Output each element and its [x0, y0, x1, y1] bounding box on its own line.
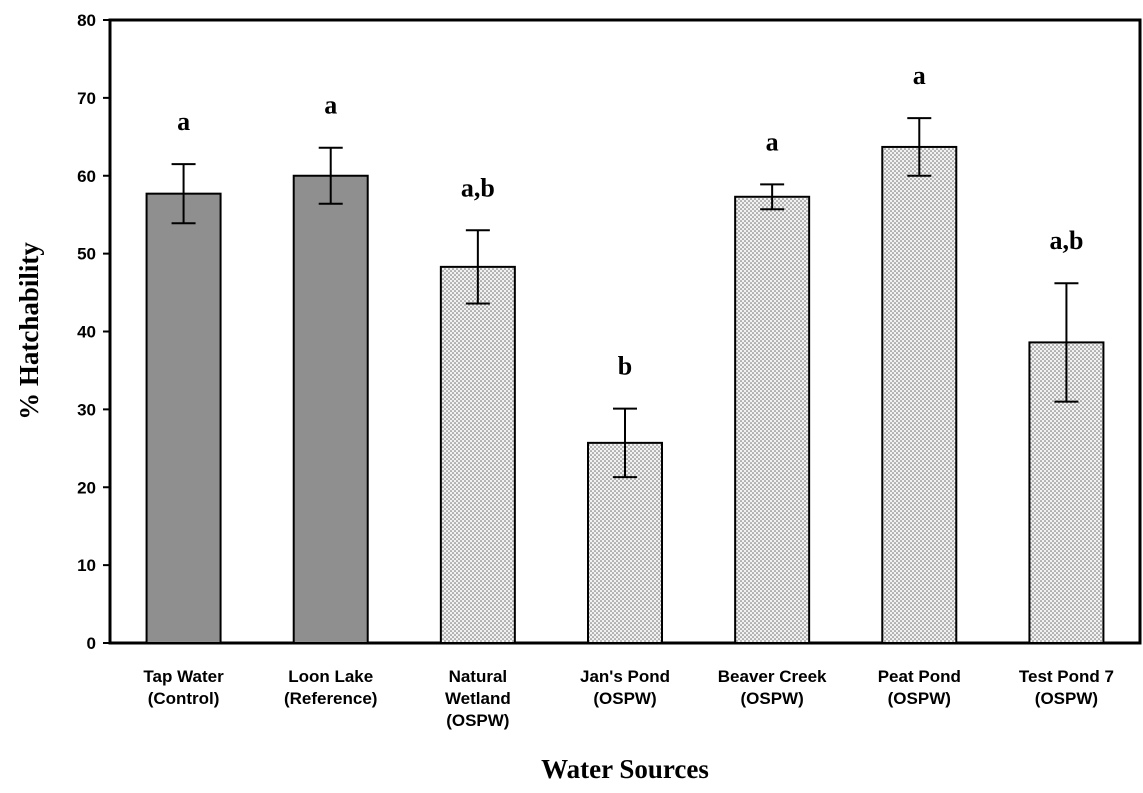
significance-label: a	[766, 127, 779, 156]
y-tick-label: 0	[87, 634, 96, 653]
y-tick-label: 60	[77, 167, 96, 186]
significance-label: a	[913, 61, 926, 90]
x-axis-category-labels: Tap Water (Control) Loon Lake (Reference) Na…	[143, 667, 1114, 730]
y-tick-label: 80	[77, 11, 96, 30]
y-tick-label: 20	[77, 478, 96, 497]
error-bar	[907, 117, 932, 177]
y-axis-ticks: 0 10 20 30 40 50 60 70 80	[77, 11, 110, 653]
significance-label: a,b	[461, 173, 495, 202]
y-axis-title: % Hatchability	[14, 242, 44, 420]
error-bar	[171, 163, 196, 225]
x-axis-title: Water Sources	[541, 754, 709, 784]
bars-group: a a a,b b a a a,b	[145, 61, 1105, 644]
y-tick-label: 30	[77, 400, 96, 419]
x-category-label: Jan's Pond (OSPW)	[580, 667, 670, 708]
x-category-label: Tap Water (Control)	[143, 667, 224, 708]
bar	[145, 192, 222, 644]
x-category-label: Beaver Creek (OSPW)	[718, 667, 827, 708]
error-bar	[1054, 282, 1079, 403]
significance-label: a	[324, 91, 337, 120]
bar	[734, 195, 811, 644]
error-bar	[465, 229, 490, 305]
error-bar	[318, 146, 343, 205]
x-category-label: Test Pond 7 (OSPW)	[1019, 667, 1114, 708]
y-tick-label: 50	[77, 245, 96, 264]
x-category-label: Loon Lake (Reference)	[284, 667, 378, 708]
bar	[439, 265, 516, 644]
error-bar	[613, 407, 637, 479]
significance-label: a	[177, 107, 190, 136]
bar	[292, 174, 369, 644]
y-tick-label: 10	[77, 556, 96, 575]
error-bar	[760, 183, 785, 211]
significance-label: a,b	[1049, 226, 1083, 255]
y-tick-label: 40	[77, 323, 96, 342]
bar	[881, 145, 958, 644]
x-category-label: Peat Pond (OSPW)	[878, 667, 961, 708]
significance-label: b	[618, 352, 632, 381]
y-tick-label: 70	[77, 89, 96, 108]
x-category-label: Natural Wetland (OSPW)	[445, 667, 511, 730]
